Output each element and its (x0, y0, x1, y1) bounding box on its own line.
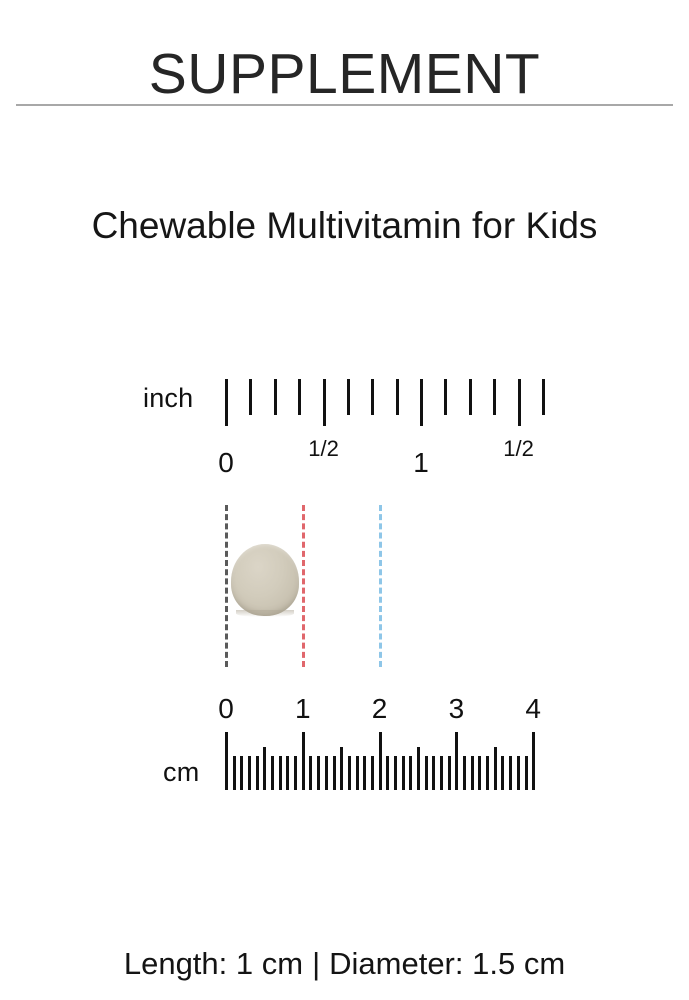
cm-tick (278, 756, 282, 790)
cm-tick (294, 756, 298, 790)
cm-tick (486, 756, 490, 790)
inch-tick (298, 379, 302, 415)
cm-tick (301, 732, 305, 790)
inch-tick (468, 379, 472, 415)
cm-tick (324, 756, 328, 790)
cm-tick (478, 756, 482, 790)
inch-tick (517, 379, 521, 426)
cm-tick (424, 756, 428, 790)
cm-tick (286, 756, 290, 790)
cm-tick (470, 756, 474, 790)
cm-tick (463, 756, 467, 790)
cm-tick-label: 1 (295, 693, 311, 724)
cm-tick (532, 732, 536, 790)
cm-tick (409, 756, 413, 790)
guide-2-cm (378, 505, 382, 667)
inch-tick (322, 379, 326, 426)
cm-tick (271, 756, 275, 790)
page-title: SUPPLEMENT (148, 42, 541, 107)
cm-tick (493, 747, 497, 790)
cm-tick (440, 756, 444, 790)
inch-tick (541, 379, 545, 415)
inch-tick (395, 379, 399, 415)
inch-tick-label: 1/2 (308, 436, 339, 461)
cm-tick (340, 747, 344, 790)
cm-tick (363, 756, 367, 790)
cm-tick (393, 756, 397, 790)
cm-ruler-label: cm (163, 757, 200, 787)
cm-tick (240, 756, 244, 790)
cm-tick (501, 756, 505, 790)
cm-tick (317, 756, 321, 790)
cm-tick (232, 756, 236, 790)
cm-tick (332, 756, 336, 790)
cm-tick (355, 756, 359, 790)
guide-0-cm (225, 505, 228, 667)
cm-tick (255, 756, 259, 790)
inch-tick-label: 1/2 (503, 436, 534, 461)
cm-tick (447, 756, 451, 790)
cm-tick-label: 2 (371, 693, 388, 724)
cm-tick (524, 756, 528, 790)
cm-tick (509, 756, 513, 790)
diameter-text: Diameter: 1.5 cm (329, 946, 566, 981)
cm-tick (378, 732, 382, 790)
cm-tick-label: 0 (218, 693, 234, 724)
cm-tick (370, 756, 374, 790)
page-subtitle: Chewable Multivitamin for Kids (91, 204, 598, 246)
inch-tick (346, 379, 350, 415)
cm-tick (432, 756, 436, 790)
header-divider (16, 104, 673, 106)
cm-tick (516, 756, 520, 790)
inch-tick (444, 379, 448, 415)
cm-tick (347, 756, 351, 790)
cm-tick (309, 756, 313, 790)
inch-tick (420, 379, 424, 426)
inch-ruler-label: inch (143, 383, 194, 413)
cm-tick (401, 756, 405, 790)
footer-separator: | (312, 946, 321, 981)
inch-tick (225, 379, 228, 426)
product-tablet (231, 544, 299, 617)
inch-tick (273, 379, 277, 415)
inch-tick (493, 379, 497, 415)
inch-tick (249, 379, 253, 415)
inch-tick-label: 1 (413, 447, 429, 478)
cm-tick (455, 732, 459, 790)
cm-tick-label: 4 (525, 693, 541, 724)
cm-tick (263, 747, 267, 790)
cm-tick (248, 756, 252, 790)
dimensions-footer: Length: 1 cm | Diameter: 1.5 cm (0, 944, 689, 984)
cm-tick (417, 747, 420, 790)
guide-1-cm (301, 505, 305, 667)
length-text: Length: 1 cm (123, 946, 304, 981)
cm-tick-label: 3 (448, 693, 465, 724)
cm-tick (225, 732, 228, 790)
inch-tick (371, 379, 375, 415)
cm-tick (386, 756, 390, 790)
inch-tick-label: 0 (218, 447, 234, 478)
